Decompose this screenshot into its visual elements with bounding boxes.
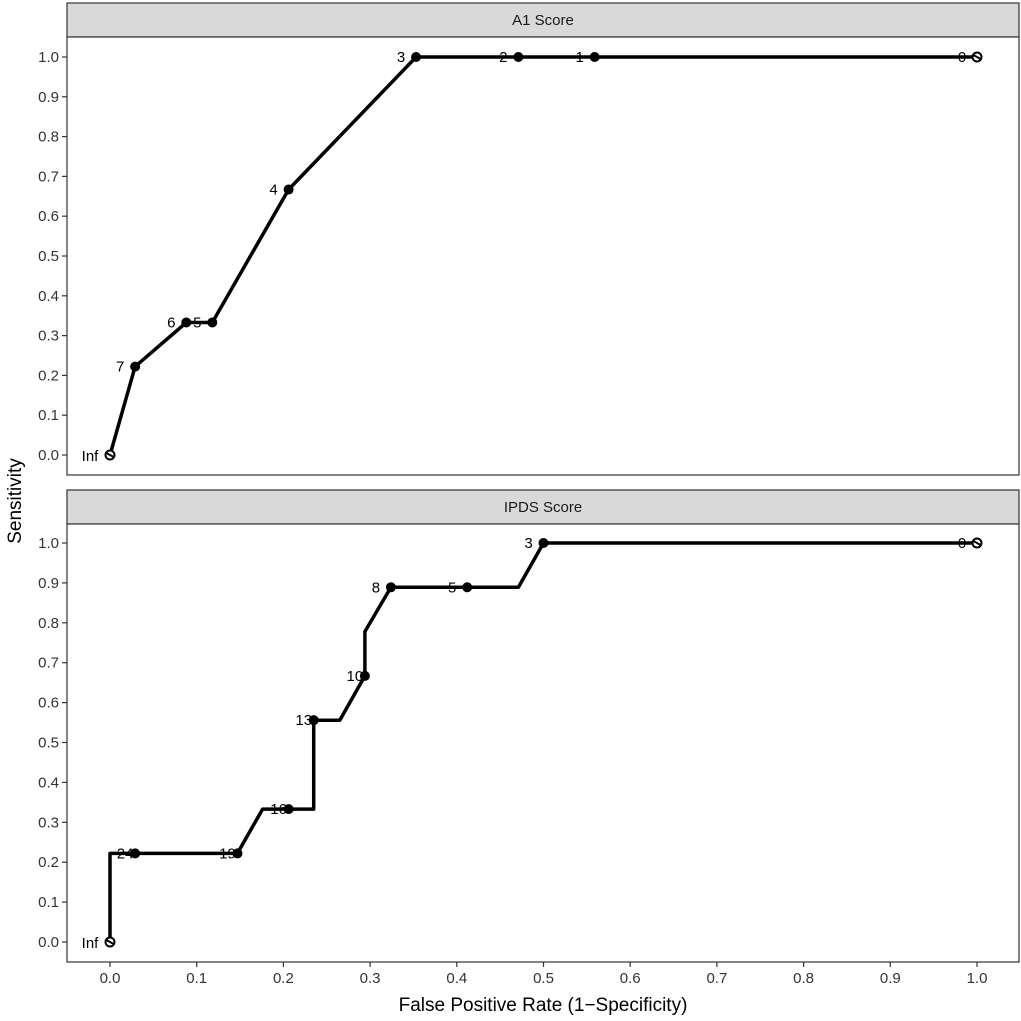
- roc-point: [359, 670, 370, 681]
- roc-line: [108, 541, 977, 942]
- roc-point: [411, 52, 422, 62]
- roc-endpoint-slash: [972, 53, 982, 61]
- x-tick-label: 0.2: [273, 970, 294, 987]
- y-tick-label: 0.0: [38, 934, 59, 951]
- y-tick-label: 0.1: [38, 407, 59, 424]
- x-tick-label: 0.4: [446, 970, 467, 987]
- roc-point: [513, 52, 524, 62]
- threshold-label: 6: [167, 314, 175, 331]
- y-tick-label: 0.7: [38, 655, 59, 672]
- threshold-label: 2: [499, 49, 507, 66]
- x-tick-label: 1.0: [967, 970, 988, 987]
- y-tick-label: 0.3: [38, 814, 59, 831]
- threshold-label: 8: [372, 579, 380, 596]
- x-tick-label: 0.1: [186, 970, 207, 987]
- roc-point: [283, 184, 294, 195]
- threshold-label: 0: [958, 535, 966, 552]
- y-tick-label: 0.3: [38, 328, 59, 345]
- facet-strip: [66, 489, 1020, 525]
- roc-point: [308, 715, 319, 726]
- y-tick-label: 0.2: [38, 367, 59, 384]
- x-tick-label: 0.9: [880, 970, 901, 987]
- roc-point: [130, 848, 141, 859]
- roc-point: [232, 848, 243, 859]
- roc-point: [385, 582, 396, 593]
- threshold-label: 19: [219, 845, 236, 862]
- roc-point: [462, 582, 473, 593]
- facet-strip: [66, 2, 1020, 38]
- threshold-label: 5: [448, 579, 456, 596]
- threshold-label: 16: [270, 801, 287, 818]
- y-tick-label: 0.7: [38, 168, 59, 185]
- roc-point: [283, 804, 294, 815]
- threshold-label: 5: [193, 314, 201, 331]
- x-axis-title: False Positive Rate (1−Specificity): [399, 995, 688, 1016]
- threshold-label: 3: [397, 49, 405, 66]
- threshold-label: 1: [575, 49, 583, 66]
- threshold-label: 3: [524, 535, 532, 552]
- panel-frame: [66, 523, 1020, 963]
- threshold-label: 24: [117, 845, 134, 862]
- roc-endpoint-slash: [105, 938, 115, 946]
- y-tick-label: 0.5: [38, 735, 59, 752]
- y-tick-label: 1.0: [38, 535, 59, 552]
- x-tick-label: 0.3: [360, 970, 381, 987]
- roc-endpoint-slash: [972, 539, 982, 547]
- y-tick-label: 0.2: [38, 854, 59, 871]
- panel-frame: [66, 36, 1020, 476]
- threshold-label: 10: [347, 668, 364, 685]
- threshold-label: Inf: [82, 448, 100, 465]
- threshold-label: 0: [958, 49, 966, 66]
- facet-strip-title: IPDS Score: [504, 499, 582, 516]
- y-tick-label: 0.4: [38, 774, 59, 791]
- x-tick-label: 0.7: [706, 970, 727, 987]
- y-tick-label: 0.5: [38, 248, 59, 265]
- roc-endpoint-slash: [105, 451, 115, 459]
- threshold-label: 7: [116, 359, 124, 376]
- y-tick-label: 1.0: [38, 49, 59, 66]
- facet-strip-title: A1 Score: [512, 12, 574, 29]
- roc-point: [181, 317, 192, 328]
- x-tick-label: 0.5: [533, 970, 554, 987]
- x-tick-label: 0.6: [620, 970, 641, 987]
- y-tick-label: 0.8: [38, 129, 59, 146]
- y-tick-label: 0.6: [38, 695, 59, 712]
- y-tick-label: 0.9: [38, 89, 59, 106]
- roc-point: [538, 538, 549, 548]
- y-axis-title: Sensitivity: [5, 458, 26, 544]
- y-tick-label: 0.0: [38, 447, 59, 464]
- y-tick-label: 0.9: [38, 575, 59, 592]
- y-tick-label: 0.1: [38, 894, 59, 911]
- y-tick-label: 0.4: [38, 288, 59, 305]
- threshold-label: 13: [295, 712, 312, 729]
- x-tick-label: 0.0: [100, 970, 121, 987]
- roc-point: [130, 361, 141, 372]
- y-tick-label: 0.8: [38, 615, 59, 632]
- roc-point: [207, 317, 218, 328]
- y-tick-label: 0.6: [38, 208, 59, 225]
- threshold-label: 4: [269, 182, 277, 199]
- x-tick-label: 0.8: [793, 970, 814, 987]
- roc-point: [589, 52, 600, 62]
- threshold-label: Inf: [82, 935, 100, 952]
